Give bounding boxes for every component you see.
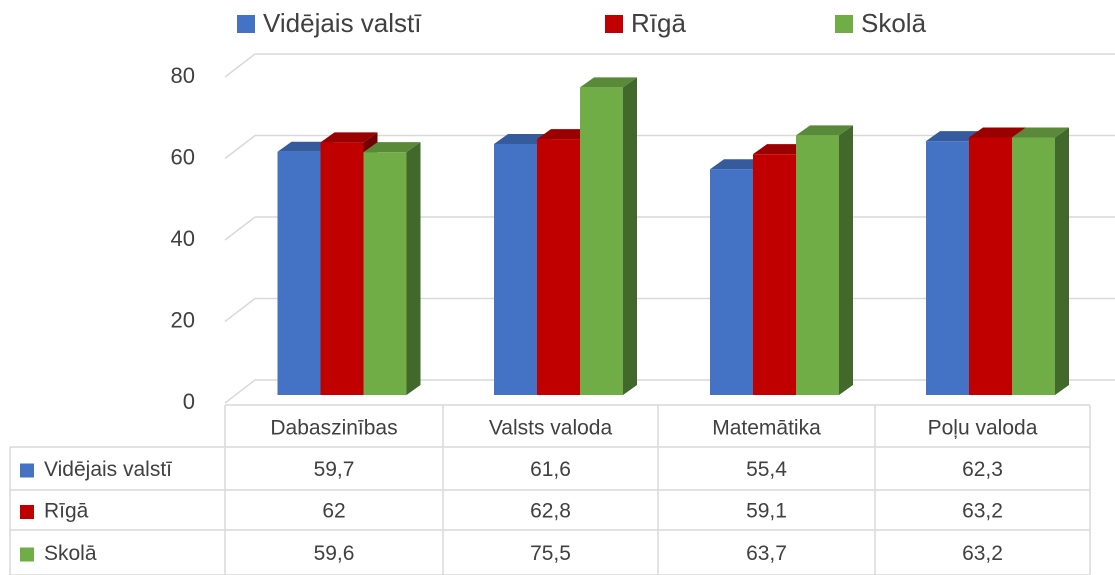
table-header: Matemātika bbox=[712, 417, 821, 440]
table-cell: 61,6 bbox=[530, 458, 571, 481]
y-tick-label: 60 bbox=[171, 144, 195, 169]
legend-label: Rīgā bbox=[631, 8, 686, 38]
bar bbox=[796, 135, 839, 396]
legend-label: Vidējais valstī bbox=[263, 8, 422, 38]
table-cell: 59,1 bbox=[746, 500, 787, 523]
table-cell: 63,2 bbox=[962, 500, 1003, 523]
y-tick-label: 0 bbox=[183, 389, 195, 414]
table-swatch bbox=[20, 505, 34, 519]
legend-swatch bbox=[605, 15, 623, 33]
bar bbox=[1012, 137, 1055, 395]
bar-top bbox=[796, 125, 853, 136]
table-header: Dabaszinības bbox=[270, 417, 397, 440]
bar bbox=[363, 152, 407, 395]
bar-side bbox=[406, 142, 421, 395]
table-cell: 63,7 bbox=[746, 542, 787, 565]
table-row-label: Vidējais valstī bbox=[44, 458, 172, 481]
bar-top bbox=[1012, 127, 1069, 138]
bar-top bbox=[969, 127, 1026, 138]
bar bbox=[969, 137, 1012, 395]
legend-swatch bbox=[237, 15, 255, 33]
bar bbox=[926, 141, 969, 395]
bar bbox=[753, 154, 796, 395]
table-cell: 62,8 bbox=[530, 500, 571, 523]
table-cell: 62,3 bbox=[962, 458, 1003, 481]
bar-side bbox=[1055, 127, 1069, 396]
table-cell: 59,6 bbox=[314, 542, 355, 565]
bar bbox=[537, 139, 580, 395]
bar bbox=[277, 151, 321, 395]
table-header: Valsts valoda bbox=[489, 417, 613, 440]
table-row-label: Skolā bbox=[44, 542, 97, 565]
y-tick-label: 80 bbox=[171, 63, 195, 88]
bar bbox=[710, 169, 753, 395]
bar-top bbox=[277, 141, 335, 152]
table-cell: 59,7 bbox=[314, 458, 355, 481]
y-tick-label: 40 bbox=[171, 226, 195, 251]
table-cell: 63,2 bbox=[962, 542, 1003, 565]
bar bbox=[494, 143, 537, 395]
legend-label: Skolā bbox=[861, 8, 927, 38]
bar-top bbox=[320, 132, 378, 143]
table-swatch bbox=[20, 463, 34, 478]
bar-top bbox=[926, 131, 983, 142]
y-tick-label: 20 bbox=[171, 307, 195, 332]
bar-top bbox=[537, 129, 594, 140]
bar-top bbox=[580, 77, 637, 88]
bar-top bbox=[363, 142, 421, 153]
table-header: Poļu valoda bbox=[928, 417, 1038, 440]
bar-top bbox=[753, 144, 810, 155]
bar-side bbox=[839, 125, 853, 396]
table-cell: 62 bbox=[322, 500, 345, 523]
table-cell: 55,4 bbox=[746, 458, 787, 481]
legend-swatch bbox=[835, 15, 853, 33]
table-row-label: Rīgā bbox=[44, 500, 89, 523]
bar-top bbox=[494, 133, 551, 144]
table-cell: 75,5 bbox=[530, 542, 571, 565]
bar bbox=[580, 87, 623, 396]
grid-line bbox=[224, 53, 1115, 78]
bar-top bbox=[710, 159, 767, 170]
bar-side bbox=[623, 77, 637, 396]
bar bbox=[320, 142, 364, 395]
table-swatch bbox=[20, 547, 34, 562]
